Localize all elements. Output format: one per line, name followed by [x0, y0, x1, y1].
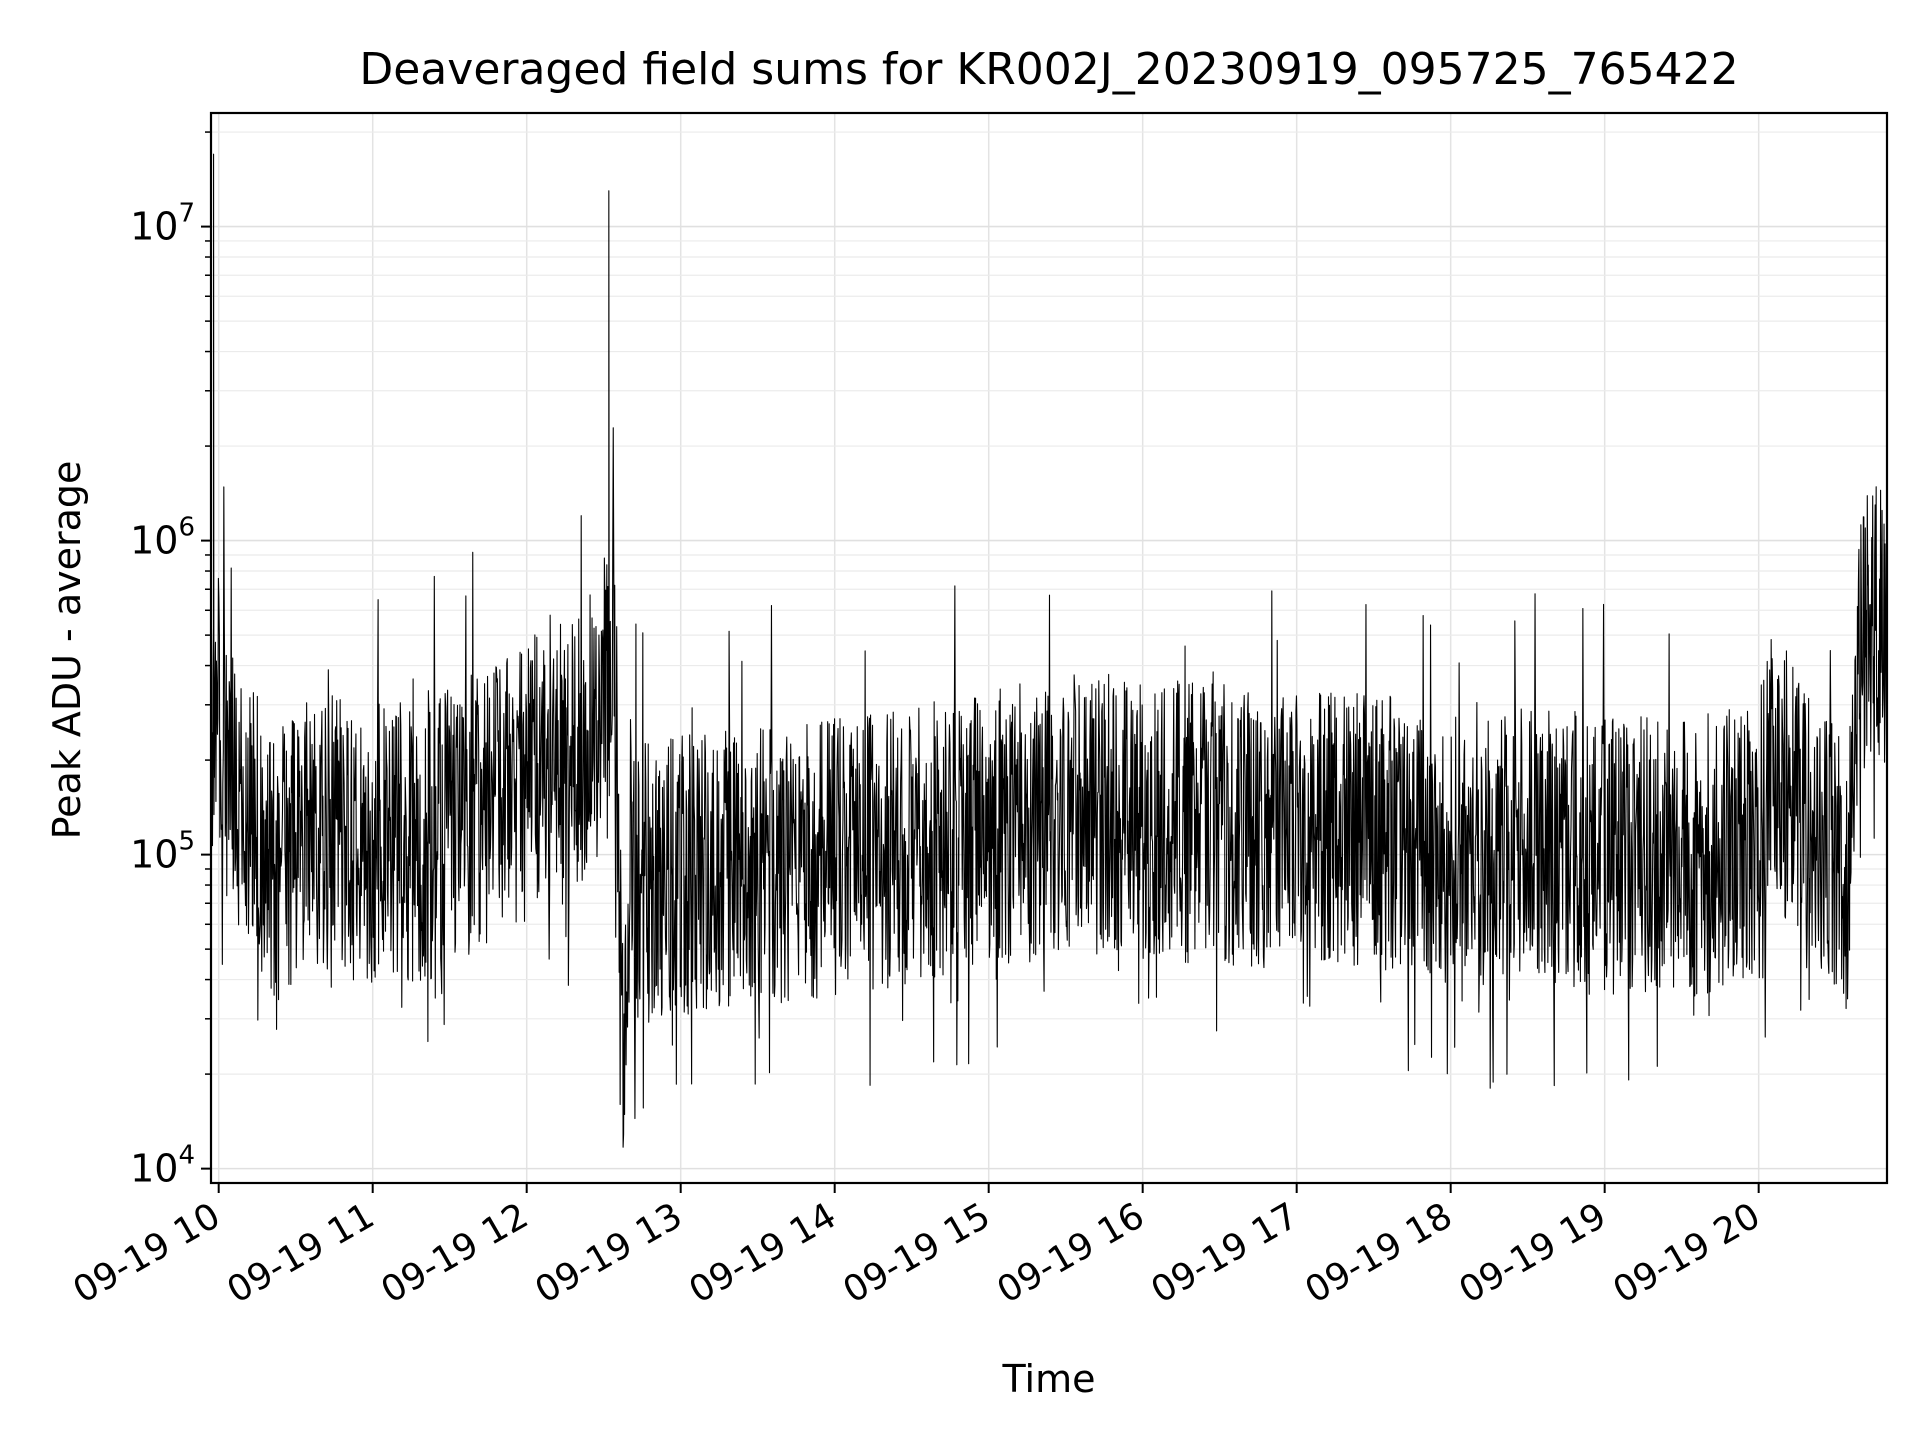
y-tick-label: 104 [130, 1141, 195, 1191]
chart-title: Deaveraged field sums for KR002J_2023091… [359, 44, 1738, 95]
series-layer [210, 153, 1888, 1148]
plot-frame [209, 111, 1889, 1185]
y-tick-label: 105 [130, 827, 195, 877]
data-series-line [210, 153, 1888, 1148]
x-axis-label: Time [1002, 1357, 1096, 1401]
y-axis-label: Peak ADU - average [45, 461, 89, 840]
y-tick-label: 107 [130, 199, 195, 249]
y-tick-label: 106 [130, 513, 195, 563]
